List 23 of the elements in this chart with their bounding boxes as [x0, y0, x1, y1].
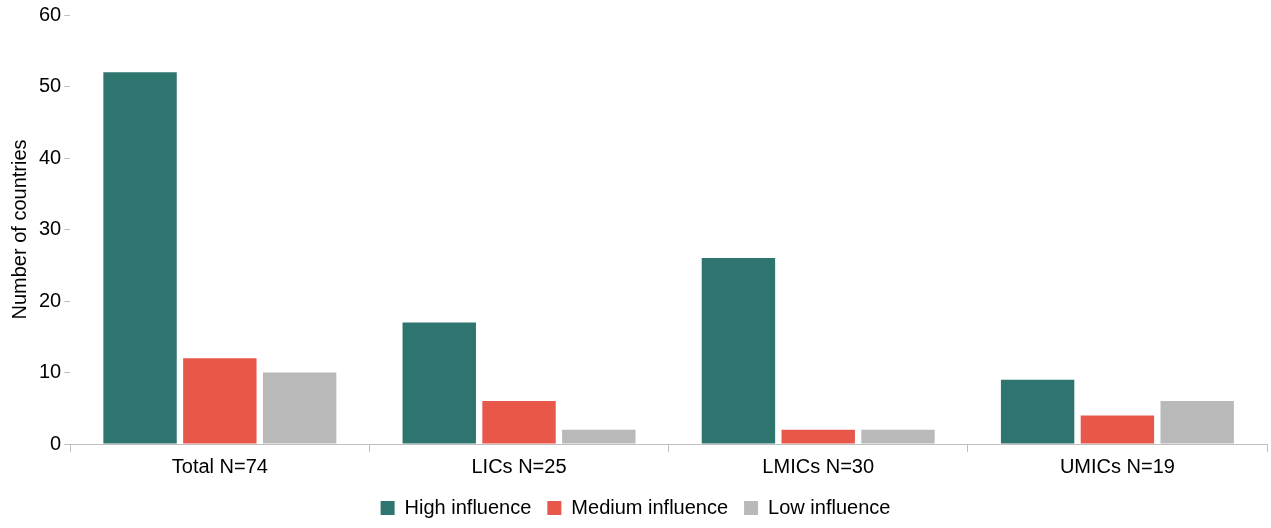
- x-tick-label: LICs N=25: [471, 454, 567, 477]
- bar: [1080, 415, 1155, 444]
- y-tick-label: 40: [39, 145, 62, 168]
- bar: [482, 401, 556, 444]
- y-tick-label: 0: [50, 431, 62, 454]
- bar: [402, 322, 476, 444]
- bar: [781, 429, 855, 444]
- legend-label: High influence: [404, 495, 532, 518]
- x-tick-label: Total N=74: [171, 454, 268, 477]
- x-tick-label: LMICs N=30: [762, 454, 875, 477]
- bar: [103, 72, 177, 444]
- legend-label: Medium influence: [571, 495, 729, 518]
- y-tick-label: 60: [39, 2, 62, 25]
- legend-label: Low influence: [768, 495, 891, 518]
- y-tick-label: 20: [39, 288, 62, 311]
- x-tick-label: UMICs N=19: [1059, 454, 1175, 477]
- y-axis-title: Number of countries: [7, 139, 30, 320]
- bar: [701, 258, 776, 444]
- y-tick-label: 50: [39, 74, 62, 97]
- y-tick-label: 10: [39, 360, 62, 383]
- y-tick-label: 30: [39, 217, 62, 240]
- bar: [183, 358, 257, 444]
- bar: [1000, 379, 1075, 444]
